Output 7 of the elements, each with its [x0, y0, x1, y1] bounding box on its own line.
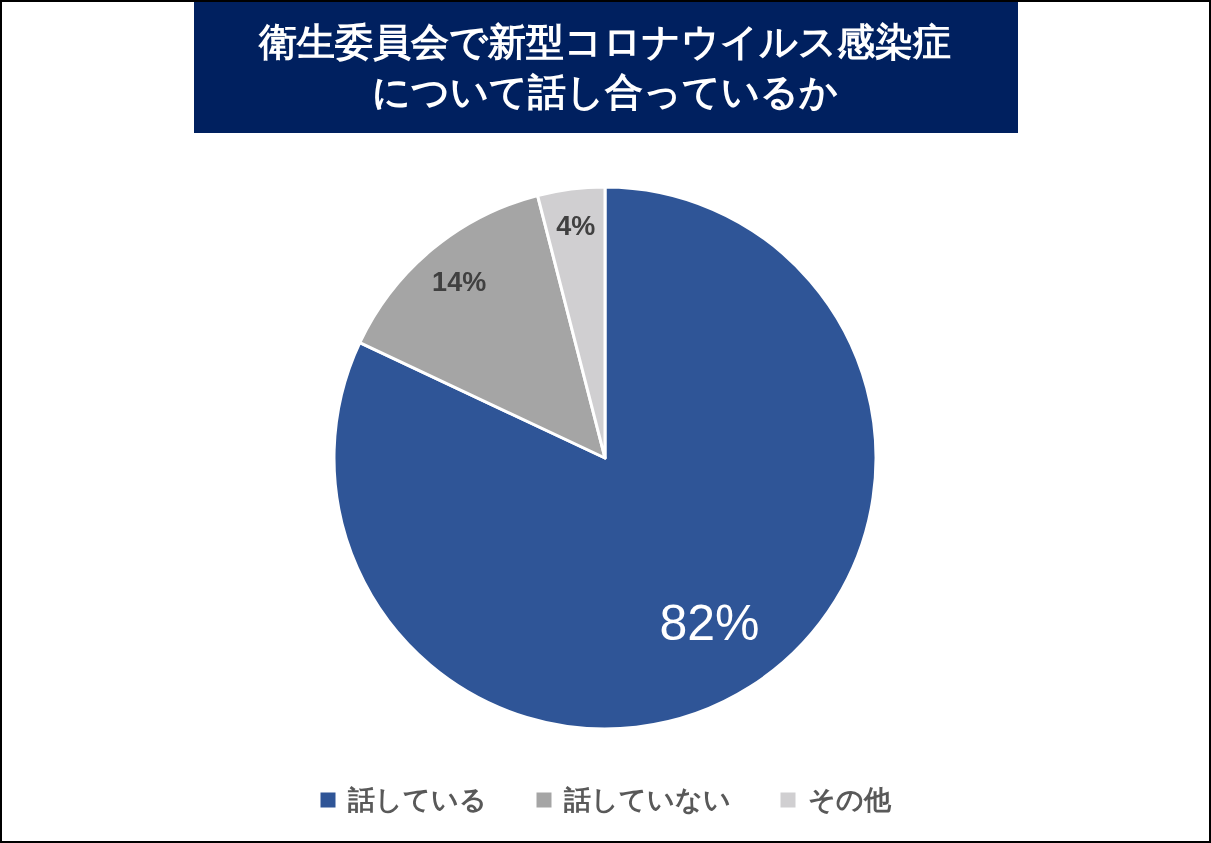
legend-label: その他	[807, 785, 892, 815]
data-label: 14%	[432, 266, 487, 297]
data-label: 82%	[659, 594, 760, 651]
legend-label: 話していない	[562, 785, 731, 815]
legend-label: 話している	[346, 785, 487, 815]
chart-title: 衛生委員会で新型コロナウイルス感染症について話し合っているか	[258, 21, 951, 113]
data-label: 4%	[556, 211, 596, 242]
